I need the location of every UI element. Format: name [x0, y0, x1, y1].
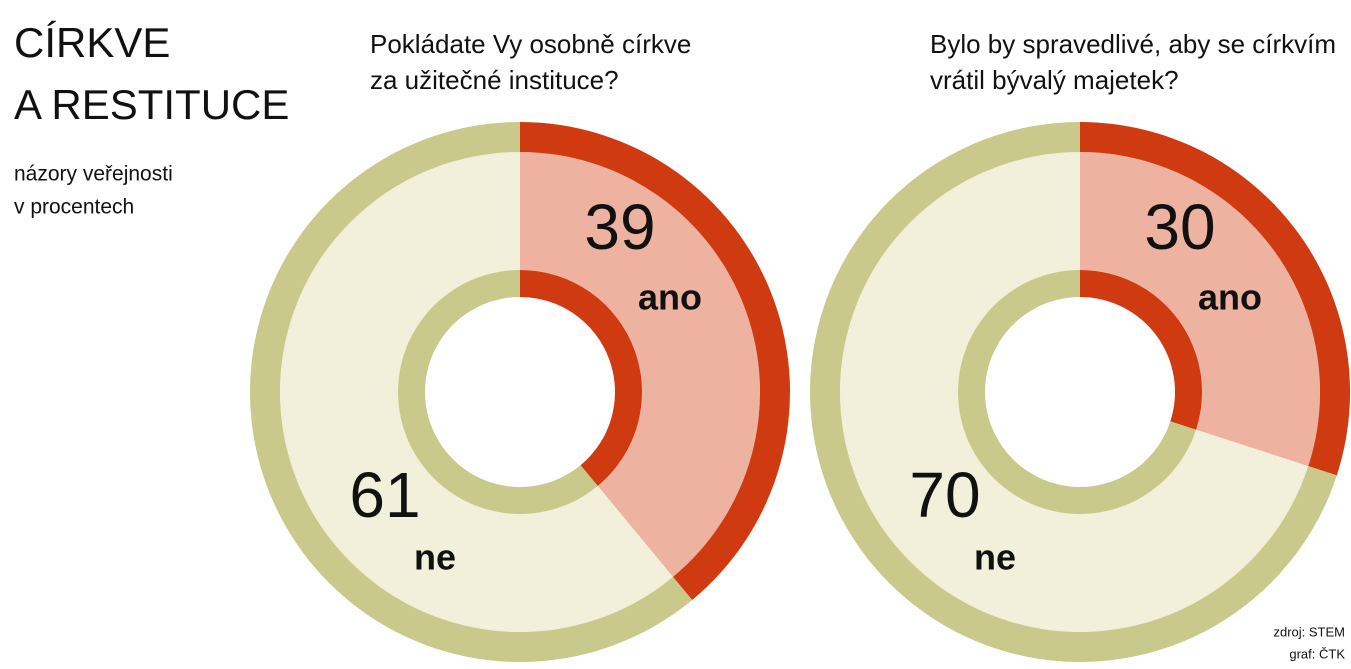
credit: graf: ČTK — [1289, 646, 1345, 661]
title-line: CÍRKVE — [14, 19, 170, 66]
value-label: 30 — [1144, 191, 1215, 263]
subtitle-line: v procentech — [14, 196, 134, 219]
value-label: 61 — [349, 459, 420, 531]
chart-title: vrátil bývalý majetek? — [930, 65, 1179, 95]
value-label: 39 — [584, 191, 655, 263]
title-line: A RESTITUCE — [14, 81, 289, 128]
chart-title: Bylo by spravedlivé, aby se církvím — [930, 29, 1336, 59]
value-label: 70 — [909, 459, 980, 531]
category-label: ano — [638, 277, 702, 318]
infographic: CÍRKVE A RESTITUCE názory veřejnosti v p… — [0, 0, 1351, 669]
chart-title: za užitečné instituce? — [370, 65, 619, 95]
source: zdroj: STEM — [1273, 624, 1345, 639]
category-label: ne — [974, 537, 1016, 578]
category-label: ne — [414, 537, 456, 578]
chart-title: Pokládate Vy osobně církve — [370, 29, 691, 59]
subtitle-line: názory veřejnosti — [14, 163, 173, 186]
category-label: ano — [1198, 277, 1262, 318]
